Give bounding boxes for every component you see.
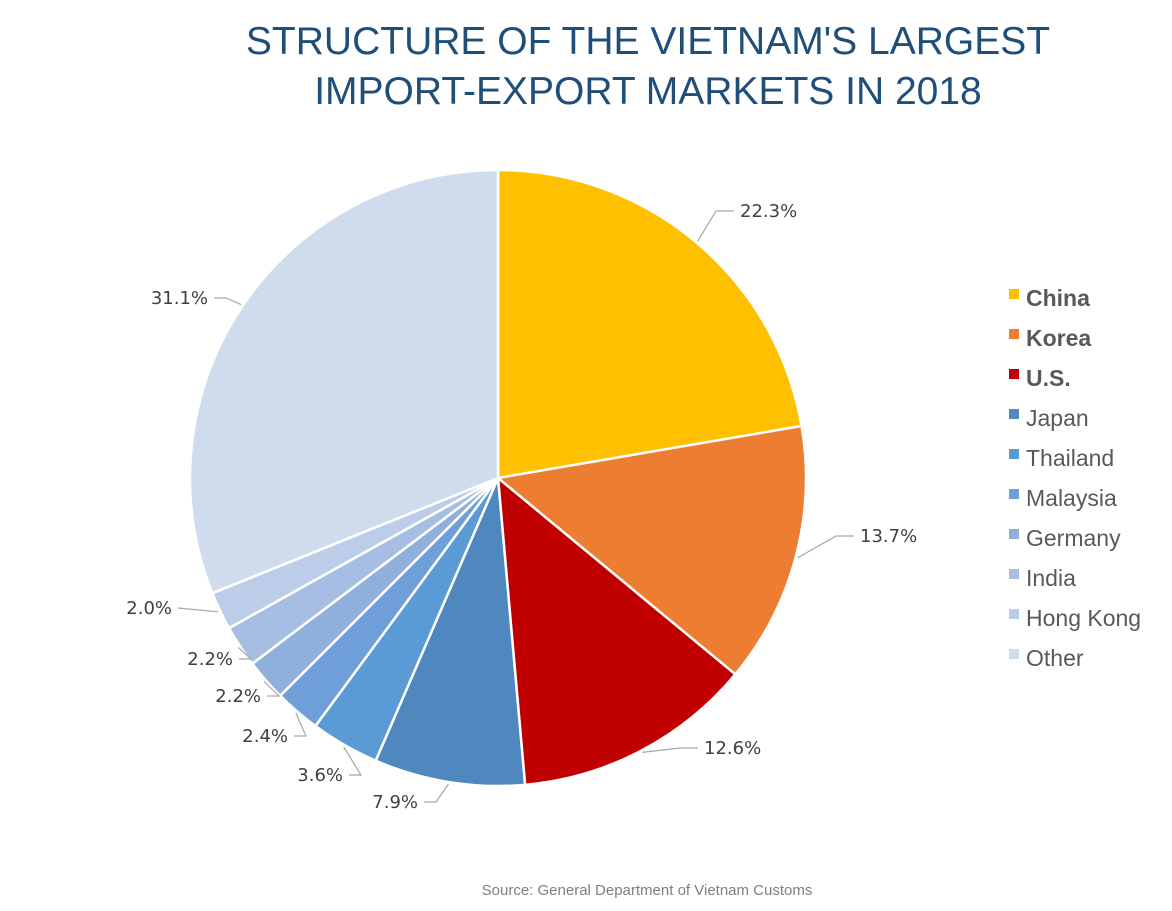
- data-label: 2.2%: [215, 686, 261, 707]
- legend-label: Malaysia: [1026, 485, 1117, 511]
- leader-line: [343, 746, 363, 776]
- legend-label: U.S.: [1026, 365, 1071, 391]
- legend-label: Thailand: [1026, 445, 1114, 471]
- legend-swatch: [1009, 329, 1019, 339]
- data-label: 2.4%: [242, 726, 288, 747]
- legend-label: Hong Kong: [1026, 605, 1141, 631]
- legend-swatch: [1009, 489, 1019, 499]
- data-label: 22.3%: [740, 201, 797, 222]
- leader-lines: [177, 210, 854, 803]
- data-label: 31.1%: [151, 288, 208, 309]
- chart-title-line-2: IMPORT-EXPORT MARKETS IN 2018: [314, 70, 982, 113]
- legend-swatch: [1009, 569, 1019, 579]
- leader-line: [424, 783, 449, 803]
- legend-label: Korea: [1026, 325, 1091, 351]
- leader-line: [237, 646, 253, 660]
- legend-swatch: [1009, 369, 1019, 379]
- leader-line: [797, 535, 854, 559]
- legend: China Korea U.S. Japan Thailand Malaysia Germa…: [1009, 285, 1141, 671]
- data-label: 2.2%: [187, 649, 233, 670]
- pie-slice-u-s: [496, 476, 737, 787]
- leader-line: [177, 607, 219, 613]
- chart-title-line-1: STRUCTURE OF THE VIETNAM'S LARGEST: [246, 20, 1050, 63]
- pie-slices: [188, 168, 808, 788]
- data-label: 3.6%: [297, 765, 343, 786]
- legend-swatch: [1009, 529, 1019, 539]
- source-note: Source: General Department of Vietnam Cu…: [482, 882, 813, 899]
- data-label: 7.9%: [372, 792, 418, 813]
- data-labels: 22.3% 13.7% 12.6% 7.9% 3.6% 2.4% 2.2% 2.2% 2.0% 3…: [126, 201, 917, 813]
- pie-slice-japan: [374, 476, 527, 788]
- leader-line: [642, 747, 698, 753]
- legend-swatch: [1009, 649, 1019, 659]
- legend-label: Japan: [1026, 405, 1089, 431]
- legend-label: China: [1026, 285, 1090, 311]
- leader-line: [263, 681, 281, 697]
- legend-label: Other: [1026, 645, 1084, 671]
- pie-slice-other: [188, 168, 500, 595]
- data-label: 12.6%: [704, 738, 761, 759]
- data-label: 2.0%: [126, 598, 172, 619]
- data-label: 13.7%: [860, 526, 917, 547]
- pie-slice-china: [496, 168, 803, 480]
- leader-line: [214, 297, 242, 306]
- leader-line: [294, 712, 307, 737]
- legend-label: Germany: [1026, 525, 1121, 551]
- legend-swatch: [1009, 409, 1019, 419]
- pie-slice-korea: [496, 424, 808, 676]
- legend-label: India: [1026, 565, 1076, 591]
- leader-line: [697, 210, 734, 242]
- legend-swatch: [1009, 609, 1019, 619]
- legend-swatch: [1009, 289, 1019, 299]
- legend-swatch: [1009, 449, 1019, 459]
